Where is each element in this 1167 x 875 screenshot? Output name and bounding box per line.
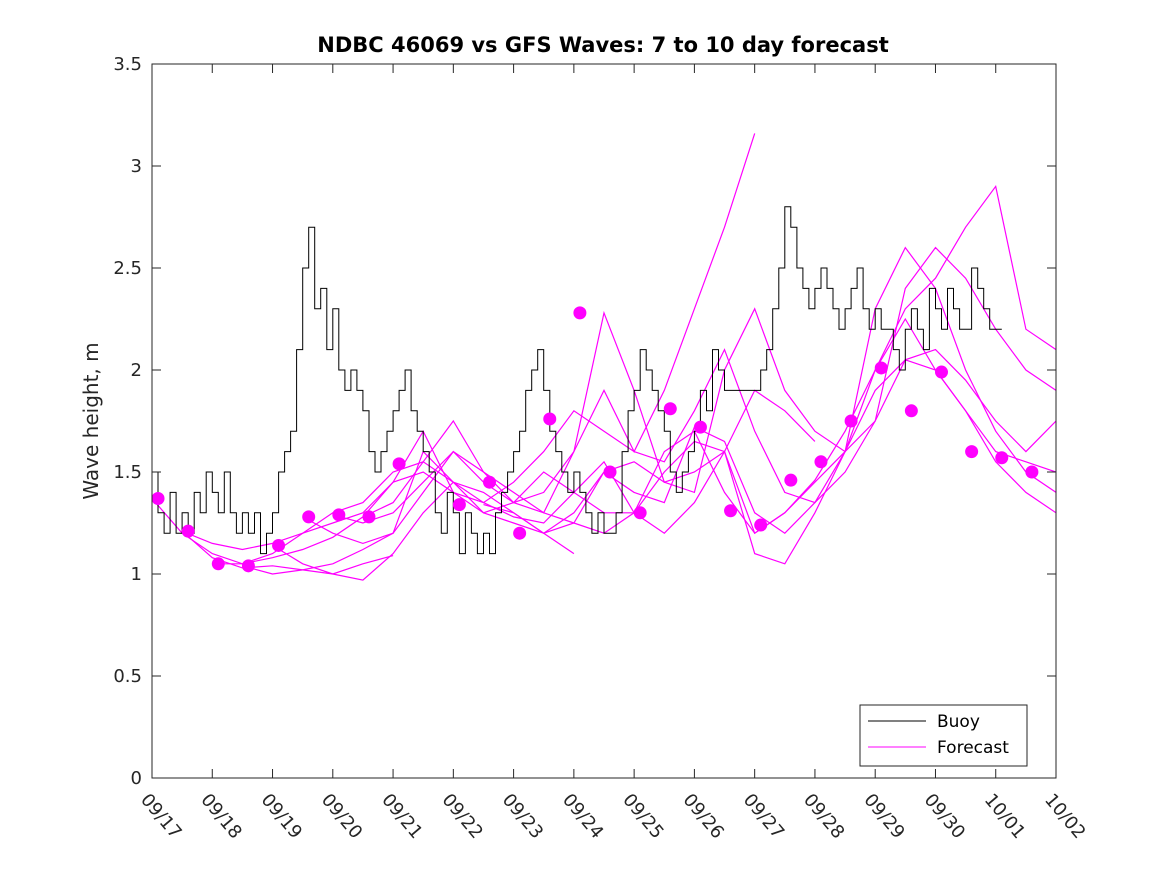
forecast-marker [482,475,496,489]
forecast-marker [965,445,979,459]
forecast-marker [332,508,346,522]
y-axis-label: Wave height, m [79,342,103,499]
forecast-marker [663,402,677,416]
legend-buoy-label: Buoy [937,712,980,732]
plot-area [152,64,1056,778]
forecast-markers-group [151,306,1039,573]
forecast-marker [754,518,768,532]
forecast-marker [452,498,466,512]
forecast-marker [513,526,527,540]
forecast-marker [995,451,1009,465]
forecast-marker [392,457,406,471]
forecast-marker [814,455,828,469]
forecast-line-7 [362,310,816,518]
forecast-marker [543,412,557,426]
forecast-marker [633,506,647,520]
plot-background [152,64,1056,778]
forecast-marker [874,361,888,375]
y-tick-label: 2 [131,360,142,381]
y-tick-label: 1.5 [113,462,142,483]
forecast-marker [603,465,617,479]
forecast-marker [724,504,738,518]
y-tick-label: 2.5 [113,258,142,279]
forecast-marker [573,306,587,320]
forecast-marker [693,420,707,434]
legend-forecast-label: Forecast [937,738,1009,758]
forecast-marker [272,538,286,552]
forecast-line-9 [483,504,575,555]
forecast-line-2 [212,317,1056,565]
forecast-marker [362,510,376,524]
forecast-marker [211,557,225,571]
legend: Buoy Forecast [859,704,1028,767]
forecast-marker [904,404,918,418]
legend-box [859,704,1028,767]
y-tick-label: 3 [131,156,142,177]
forecast-marker [934,365,948,379]
chart-title: NDBC 46069 vs GFS Waves: 7 to 10 day for… [317,33,888,57]
forecast-line-1 [181,348,1056,551]
y-tick-label: 3.5 [113,54,142,75]
forecast-marker [181,524,195,538]
forecast-marker [151,492,165,506]
forecast-marker [784,473,798,487]
forecast-marker [241,559,255,573]
buoy-line [152,206,1002,555]
forecast-line-5 [302,184,1056,545]
y-axis: 0 0.5 1 1.5 2 2.5 3 3.5 [113,54,1056,789]
forecast-marker [1025,465,1039,479]
forecast-line-6 [332,133,756,524]
forecast-marker [302,510,316,524]
buoy-series-group [152,206,1002,555]
y-tick-label: 1 [131,564,142,585]
axes-box [151,63,1057,779]
y-tick-label: 0.5 [113,666,142,687]
y-tick-label: 0 [131,768,142,789]
forecast-marker [844,414,858,428]
